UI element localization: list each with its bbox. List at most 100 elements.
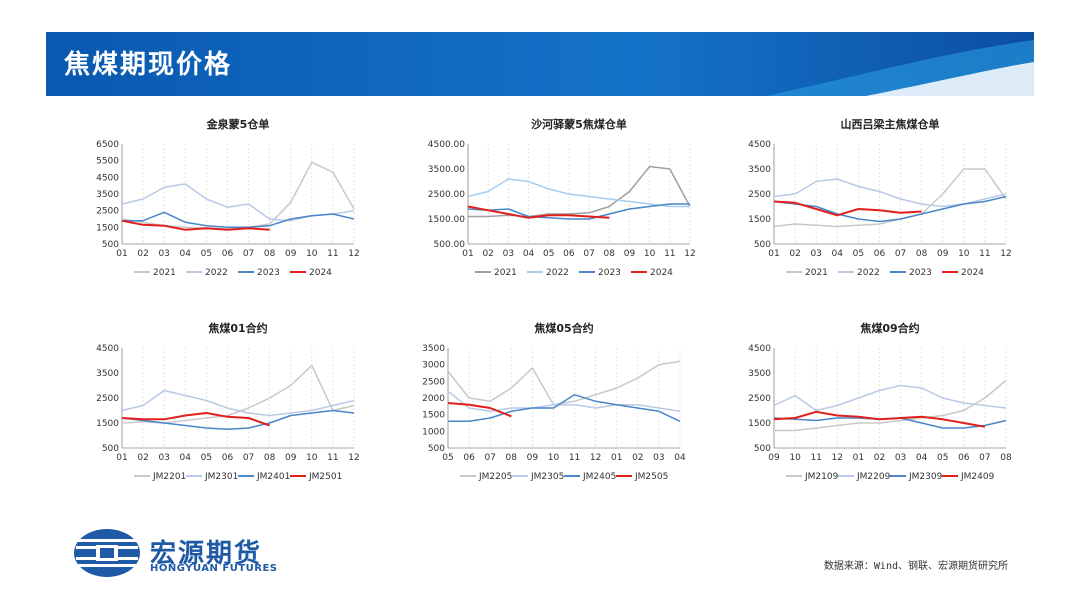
- y-tick-label: 3500: [748, 369, 771, 379]
- legend-label: JM2409: [960, 472, 995, 482]
- series-line: [447, 360, 681, 406]
- x-tick-label: 11: [569, 453, 580, 463]
- y-tick-label: 2500: [96, 207, 119, 217]
- x-tick-label: 04: [674, 453, 686, 463]
- x-tick-label: 06: [874, 249, 886, 259]
- x-tick-label: 10: [789, 453, 801, 463]
- y-tick-label: 1000: [422, 427, 445, 437]
- y-tick-label: 3500: [96, 190, 119, 200]
- series-line: [773, 410, 986, 428]
- x-tick-label: 09: [285, 249, 297, 259]
- x-tick-label: 01: [853, 453, 864, 463]
- x-tick-label: 01: [116, 249, 127, 259]
- y-tick-label: 500: [754, 444, 771, 454]
- x-tick-label: 01: [116, 453, 127, 463]
- x-tick-label: 08: [264, 249, 276, 259]
- legend-label: 2022: [205, 268, 228, 278]
- y-tick-label: 2500: [96, 394, 119, 404]
- x-tick-label: 07: [484, 453, 495, 463]
- y-tick-label: 3500.00: [428, 165, 465, 175]
- x-tick-label: 05: [937, 453, 948, 463]
- x-tick-label: 11: [979, 249, 990, 259]
- x-tick-label: 02: [632, 453, 643, 463]
- chart-title: 焦煤01合约: [207, 321, 267, 335]
- chart-jinquanmeng5: 金泉蒙5仓单 6500 5500 4500 3500 2500 1500 500 01 02 03 0…: [92, 117, 392, 298]
- x-tick-label: 08: [506, 453, 518, 463]
- x-tick-label: 12: [590, 453, 601, 463]
- x-tick-label: 07: [243, 453, 254, 463]
- y-tick-label: 1500.00: [428, 215, 465, 225]
- series-line: [773, 168, 1007, 228]
- chart-shaheyi-meng5: 沙河驿蒙5焦煤仓单 4500.00 3500.00 2500.00 1500.00 500…: [428, 117, 728, 298]
- x-tick-label: 03: [158, 453, 169, 463]
- x-tick-label: 04: [832, 249, 844, 259]
- series-line: [468, 165, 691, 218]
- chart-title: 山西吕梁主焦煤仓单: [841, 117, 940, 131]
- x-tick-label: 08: [604, 249, 616, 259]
- chart-jm05: 焦煤05合约 3500 3000 2500 2000 1500 1000 500 05 06 07 0…: [418, 321, 718, 502]
- x-tick-label: 09: [768, 453, 780, 463]
- x-tick-label: 03: [895, 453, 906, 463]
- title-banner: 焦煤期现价格: [46, 32, 1034, 96]
- x-tick-label: 02: [137, 249, 148, 259]
- y-tick-label: 4500: [748, 140, 771, 150]
- data-source-note: 数据来源：Wind、钢联、宏源期货研究所: [823, 561, 1008, 572]
- legend-label: JM2309: [908, 472, 943, 482]
- x-tick-label: 12: [348, 453, 359, 463]
- y-tick-label: 500: [428, 444, 445, 454]
- y-tick-label: 1500: [748, 215, 771, 225]
- series-line: [121, 409, 355, 431]
- x-tick-label: 01: [462, 249, 473, 259]
- x-tick-label: 08: [916, 249, 928, 259]
- x-tick-label: 10: [958, 249, 970, 259]
- legend-label: 2021: [153, 268, 176, 278]
- x-tick-label: 05: [442, 453, 453, 463]
- x-tick-label: 02: [874, 453, 885, 463]
- x-tick-label: 06: [222, 453, 234, 463]
- x-tick-label: 03: [503, 249, 514, 259]
- banner-background: [46, 32, 1034, 96]
- y-tick-label: 1500: [96, 419, 119, 429]
- legend-label: 2023: [909, 268, 932, 278]
- chart-title: 焦煤09合约: [859, 321, 919, 335]
- x-tick-label: 05: [543, 249, 554, 259]
- legend-label: 2021: [494, 268, 517, 278]
- logo-text-en: HONGYUAN FUTURES: [150, 563, 278, 574]
- x-tick-label: 09: [937, 249, 949, 259]
- x-tick-label: 07: [895, 249, 906, 259]
- x-tick-label: 10: [644, 249, 656, 259]
- x-tick-label: 06: [222, 249, 234, 259]
- chart-jm09: 焦煤09合约 4500 3500 2500 1500 500 09 10 11 12 01 02 03 0…: [744, 321, 1044, 502]
- y-tick-label: 4500: [748, 344, 771, 354]
- y-tick-label: 500: [102, 240, 119, 250]
- x-tick-label: 07: [583, 249, 594, 259]
- legend-label: JM2405: [582, 472, 616, 482]
- y-tick-label: 500: [754, 240, 771, 250]
- x-tick-label: 03: [653, 453, 664, 463]
- logo-text-cn: 宏源期货: [150, 539, 263, 569]
- chart-svg: 沙河驿蒙5焦煤仓单 4500.00 3500.00 2500.00 1500.00 500…: [428, 117, 696, 278]
- x-tick-label: 04: [916, 453, 928, 463]
- legend-label: 2021: [805, 268, 828, 278]
- x-tick-label: 04: [523, 249, 535, 259]
- x-tick-label: 03: [158, 249, 169, 259]
- series-line: [122, 211, 355, 229]
- x-tick-label: 09: [624, 249, 636, 259]
- series-line: [467, 205, 610, 219]
- y-tick-label: 2000: [422, 394, 445, 404]
- x-tick-label: 10: [306, 453, 318, 463]
- y-tick-label: 3500: [96, 369, 119, 379]
- chart-title: 沙河驿蒙5焦煤仓单: [531, 117, 627, 131]
- logo-icon: [74, 529, 140, 577]
- y-tick-label: 3000: [422, 361, 445, 371]
- series-line: [447, 390, 681, 413]
- chart-jm01: 焦煤01合约 4500 3500 2500 1500 500 01 02 03 04 05 06 07 0…: [92, 321, 392, 502]
- x-tick-label: 12: [1000, 249, 1011, 259]
- chart-title: 焦煤05合约: [533, 321, 593, 335]
- y-tick-label: 4500.00: [428, 140, 465, 150]
- x-tick-label: 07: [243, 249, 254, 259]
- legend-label: JM2305: [530, 472, 564, 482]
